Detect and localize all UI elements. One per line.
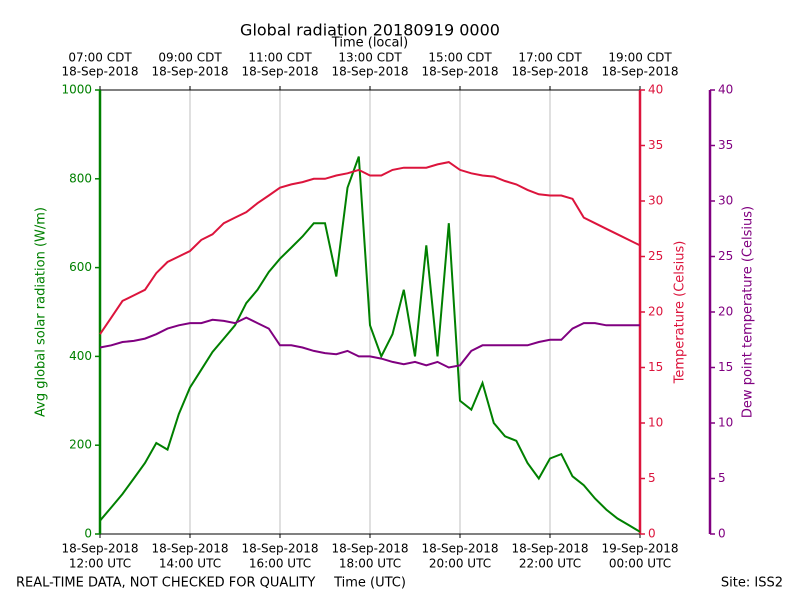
y-tick-label: 35 (718, 138, 733, 152)
x-tick-label: 14:00 UTC (159, 557, 221, 571)
x-tick-label: 22:00 UTC (519, 557, 581, 571)
x-tick-label: 18-Sep-2018 (331, 542, 408, 556)
site-label: Site: ISS2 (721, 576, 783, 591)
y-tick-label: 0 (84, 527, 92, 541)
y-tick-label: 30 (718, 194, 733, 208)
y-tick-label: 35 (648, 138, 663, 152)
chart-title: Global radiation 20180919 0000 (240, 21, 500, 40)
y-tick-label: 15 (648, 360, 663, 374)
y-tick-label: 5 (648, 471, 656, 485)
top-axis-label: Time (local) (331, 36, 408, 51)
y-axis-label: Avg global solar radiation (W/m) (34, 207, 49, 417)
y-tick-label: 10 (648, 416, 663, 430)
data-line (99, 316, 640, 369)
top-tick-label: 18-Sep-2018 (61, 65, 138, 79)
y-tick-label: 0 (648, 527, 656, 541)
top-tick-label: 18-Sep-2018 (511, 65, 588, 79)
top-tick-label: 17:00 CDT (518, 51, 582, 65)
y-axis-label: Dew point temperature (Celsius) (741, 206, 756, 418)
footnote: REAL-TIME DATA, NOT CHECKED FOR QUALITY (16, 576, 315, 591)
data-line (99, 161, 641, 335)
top-tick-label: 09:00 CDT (158, 51, 222, 65)
y-tick-label: 0 (718, 527, 726, 541)
x-tick-label: 00:00 UTC (609, 557, 671, 571)
x-tick-label: 18-Sep-2018 (61, 542, 138, 556)
x-tick-label: 19-Sep-2018 (601, 542, 678, 556)
y-tick-label: 20 (648, 305, 663, 319)
y-tick-label: 600 (69, 260, 92, 274)
y-tick-label: 1000 (61, 83, 92, 97)
x-tick-label: 18:00 UTC (339, 557, 401, 571)
data-line (99, 156, 641, 533)
top-tick-label: 15:00 CDT (428, 51, 492, 65)
y-tick-label: 40 (718, 83, 733, 97)
y-tick-label: 200 (69, 438, 92, 452)
x-tick-label: 20:00 UTC (429, 557, 491, 571)
y-axis-label: Temperature (Celsius) (673, 241, 688, 385)
y-tick-label: 40 (648, 83, 663, 97)
x-tick-label: 18-Sep-2018 (511, 542, 588, 556)
top-tick-label: 18-Sep-2018 (331, 65, 408, 79)
y-tick-label: 30 (648, 194, 663, 208)
y-tick-label: 25 (718, 249, 733, 263)
x-tick-label: 16:00 UTC (249, 557, 311, 571)
y-tick-label: 25 (648, 249, 663, 263)
top-tick-label: 07:00 CDT (68, 51, 132, 65)
y-tick-label: 800 (69, 171, 92, 185)
top-tick-label: 18-Sep-2018 (151, 65, 228, 79)
top-tick-label: 11:00 CDT (248, 51, 312, 65)
x-axis-label: Time (UTC) (333, 576, 406, 591)
top-tick-label: 18-Sep-2018 (241, 65, 318, 79)
x-tick-label: 18-Sep-2018 (151, 542, 228, 556)
top-tick-label: 18-Sep-2018 (601, 65, 678, 79)
x-tick-label: 12:00 UTC (69, 557, 131, 571)
y-tick-label: 10 (718, 416, 733, 430)
y-tick-label: 400 (69, 349, 92, 363)
x-tick-label: 18-Sep-2018 (241, 542, 318, 556)
y-tick-label: 5 (718, 471, 726, 485)
top-tick-label: 18-Sep-2018 (421, 65, 498, 79)
top-tick-label: 13:00 CDT (338, 51, 402, 65)
y-tick-label: 15 (718, 360, 733, 374)
y-tick-label: 20 (718, 305, 733, 319)
x-tick-label: 18-Sep-2018 (421, 542, 498, 556)
top-tick-label: 19:00 CDT (608, 51, 672, 65)
